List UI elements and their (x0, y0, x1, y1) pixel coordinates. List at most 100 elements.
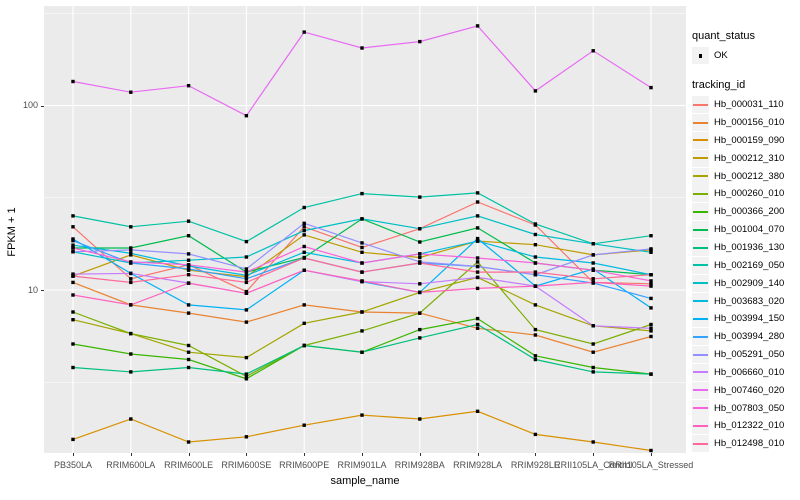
legend-series-title: tracking_id (692, 78, 746, 91)
data-point-marker (418, 327, 422, 332)
data-point-marker (649, 234, 653, 238)
data-point-marker (649, 329, 653, 333)
legend-item-Hb_007460_020: Hb_007460_020 (692, 381, 799, 399)
legend-gap (692, 65, 799, 79)
data-point-marker (591, 261, 595, 265)
x-tick-mark (362, 453, 363, 456)
data-point-marker (475, 264, 480, 269)
data-point-marker (186, 365, 191, 370)
data-point-marker (533, 303, 538, 307)
data-point-marker (186, 273, 191, 277)
x-tick-label-RRIM901LA: RRIM901LA (337, 460, 387, 470)
legend-item-Hb_003994_280: Hb_003994_280 (692, 328, 799, 346)
line-swatch-icon (693, 121, 708, 124)
data-point-marker (244, 372, 249, 376)
data-point-marker (649, 282, 653, 286)
data-point-marker (244, 435, 249, 439)
data-point-marker (360, 191, 364, 196)
legend-item-label: Hb_005291_050 (714, 349, 785, 361)
data-point-marker (475, 200, 480, 204)
data-point-marker (649, 372, 653, 376)
line-swatch-icon (693, 157, 708, 160)
data-point-marker (129, 251, 133, 255)
data-point-marker (591, 440, 595, 444)
data-point-marker (186, 440, 191, 444)
data-point-marker (71, 310, 75, 314)
data-point-marker (129, 90, 133, 94)
data-point-marker (244, 377, 249, 381)
line-swatch-icon (693, 175, 708, 178)
legend-item-label: Hb_006660_010 (714, 366, 785, 378)
data-point-marker (649, 448, 653, 453)
x-tick-mark (73, 453, 74, 456)
data-point-marker (302, 233, 306, 237)
data-point-marker (533, 222, 538, 226)
data-point-marker (71, 274, 75, 278)
legend-key-swatch (692, 346, 709, 364)
data-point-marker (360, 279, 364, 283)
data-point-marker (591, 350, 595, 354)
data-point-marker (302, 256, 306, 260)
x-tick-mark (304, 453, 306, 456)
legend-item-label: Hb_003994_280 (714, 331, 785, 343)
data-point-marker (649, 284, 653, 288)
legend-item-Hb_001004_070: Hb_001004_070 (692, 221, 799, 239)
data-point-marker (244, 273, 249, 278)
line-swatch-icon (693, 335, 708, 338)
data-point-marker (302, 303, 306, 307)
legend-key-swatch (692, 435, 709, 453)
data-point-marker (591, 253, 595, 257)
data-point-marker (533, 232, 538, 237)
data-point-marker (533, 354, 538, 358)
legend-item-Hb_002169_050: Hb_002169_050 (692, 256, 799, 274)
data-point-marker (533, 273, 538, 277)
data-point-marker (533, 89, 538, 93)
line-swatch-icon (693, 282, 708, 285)
legend-series-items: Hb_000031_110 Hb_000156_010 Hb_000159_090 H… (692, 96, 799, 453)
data-point-marker (591, 370, 595, 374)
data-point-marker (591, 277, 595, 281)
legend-item-label: Hb_000159_090 (714, 134, 785, 146)
data-point-marker (302, 228, 306, 233)
data-point-marker (360, 46, 364, 50)
legend-key-swatch (692, 185, 709, 203)
data-point-marker (71, 280, 75, 285)
legend-key-swatch (692, 256, 709, 274)
point-marker-icon (699, 54, 703, 58)
data-point-marker (71, 214, 75, 218)
legend-key-swatch (692, 203, 709, 221)
data-point-marker (244, 114, 249, 118)
line-swatch-icon (693, 264, 708, 267)
data-point-marker (129, 280, 133, 285)
legend-item-label: Hb_000156_010 (714, 117, 785, 129)
legend-item-Hb_000159_090: Hb_000159_090 (692, 131, 799, 150)
data-point-marker (533, 432, 538, 437)
data-point-marker (302, 244, 306, 249)
data-point-marker (302, 30, 306, 34)
y-tick-mark (41, 290, 44, 291)
y-axis-title: FPKM + 1 (6, 207, 18, 257)
data-point-marker (71, 239, 75, 243)
legend-key-swatch (692, 310, 709, 328)
data-point-marker (244, 308, 249, 312)
legend-item-label: Hb_000212_380 (714, 170, 785, 182)
x-tick-label-RRII105LA_Stressed: RRII105LA_Stressed (608, 460, 694, 470)
data-point-marker (649, 326, 653, 330)
data-point-marker (360, 245, 364, 250)
data-point-marker (418, 311, 422, 315)
data-point-marker (475, 239, 480, 243)
data-point-marker (71, 342, 75, 346)
data-point-marker (71, 246, 75, 250)
data-point-marker (302, 321, 306, 325)
data-point-marker (360, 241, 364, 245)
legend-item-label: Hb_001004_070 (714, 224, 785, 236)
x-tick-label-RRIM928BA: RRIM928BA (394, 460, 445, 470)
x-tick-mark (246, 453, 248, 456)
line-swatch-icon (693, 442, 708, 445)
legend-key-swatch (692, 167, 709, 185)
data-point-marker (649, 250, 653, 254)
legend-item-Hb_002909_140: Hb_002909_140 (692, 274, 799, 292)
x-tick-mark (130, 453, 132, 456)
legend-item-label: Hb_002909_140 (714, 277, 785, 289)
legend-key-swatch (692, 239, 709, 257)
